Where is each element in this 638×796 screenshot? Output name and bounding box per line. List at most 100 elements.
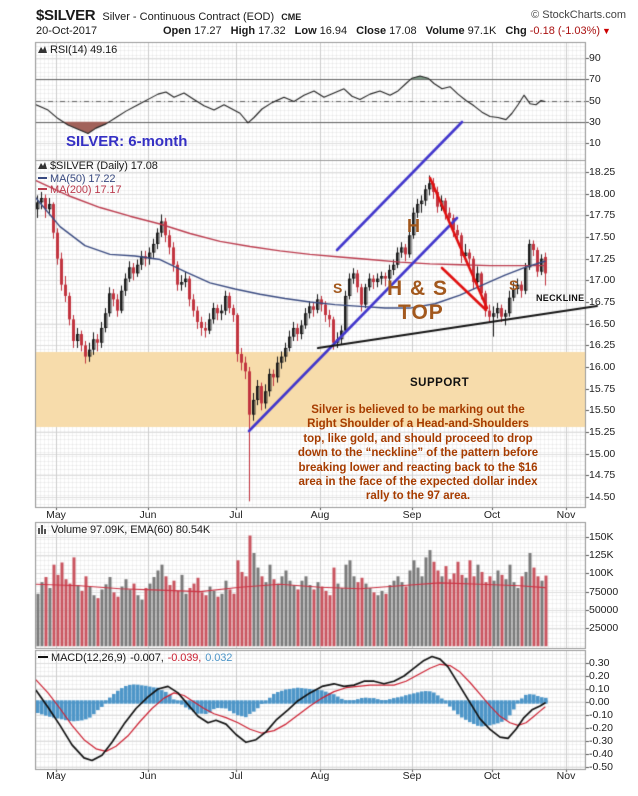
main-legend-title-row: $SILVER (Daily) 17.08	[38, 160, 158, 174]
rsi-axis-tick: 50	[589, 95, 601, 107]
rsi-axis-tick: 70	[589, 73, 601, 85]
month-label: Sep	[402, 770, 422, 782]
down-triangle-icon: ▼	[602, 26, 611, 36]
exchange: CME	[281, 12, 302, 22]
volume-axis-tick: 150K	[589, 531, 614, 543]
main-legend: $SILVER (Daily) 17.08 MA(50) 17.22 MA(20…	[38, 160, 158, 197]
annotation-head: H	[407, 216, 420, 236]
month-label: Oct	[483, 770, 501, 782]
main-legend-title: $SILVER (Daily) 17.08	[50, 160, 158, 172]
high-label: High	[230, 25, 256, 37]
macd-signal-value: -0.039,	[167, 652, 202, 664]
volume-axis-tick: 75000	[589, 586, 619, 598]
volume-bars-icon	[38, 525, 48, 537]
commentary-line: rally to the 97 area.	[365, 490, 471, 503]
month-label: Nov	[556, 509, 576, 521]
indicator-icon	[38, 45, 47, 57]
volume-label: Volume	[425, 25, 465, 37]
ma50-line-swatch	[38, 176, 47, 179]
main-axis-tick: 15.00	[589, 448, 616, 460]
main-axis-tick: 15.50	[589, 404, 616, 416]
macd-axis-tick: -0.30	[589, 735, 613, 747]
macd-axis-tick: 0.30	[589, 657, 610, 669]
ma50-legend-text: MA(50) 17.22	[50, 172, 116, 185]
main-axis-tick: 18.00	[589, 188, 616, 200]
macd-axis-tick: 0.00	[589, 696, 610, 708]
month-label: Jul	[229, 509, 243, 521]
commentary-line: area in the face of the expected dollar …	[298, 476, 538, 489]
volume-legend-text: Volume 97.09K, EMA(60) 80.54K	[51, 524, 211, 536]
symbol: $SILVER	[36, 7, 96, 24]
commentary-line: breaking lower and reacting back to the …	[298, 461, 538, 474]
close-label: Close	[356, 25, 387, 37]
volume-axis-tick: 50000	[589, 604, 619, 616]
month-label: Aug	[310, 770, 330, 782]
month-label: Sep	[402, 509, 422, 521]
rsi-axis-tick: 30	[589, 116, 601, 128]
main-axis-tick: 17.75	[589, 209, 616, 221]
annotation-top: TOP	[398, 301, 444, 324]
rsi-legend: RSI(14) 49.16	[38, 44, 117, 57]
commentary-line: top, like gold, and should proceed to dr…	[303, 432, 533, 445]
main-axis-tick: 17.25	[589, 253, 616, 265]
annotation-commentary: Silver is believed to be marking out the…	[230, 403, 606, 504]
month-label: Nov	[556, 770, 576, 782]
main-axis-tick: 16.25	[589, 339, 616, 351]
commentary-line: Silver is believed to be marking out the	[311, 404, 525, 416]
rsi-axis-tick: 10	[589, 137, 601, 149]
close-value: 17.08	[389, 25, 417, 37]
macd-axis-tick: -0.20	[589, 722, 613, 734]
month-label: Oct	[483, 509, 501, 521]
open-value: 17.27	[194, 25, 222, 37]
annotation-right-shoulder: S	[509, 277, 519, 293]
commentary-line: down to the “neckline” of the pattern be…	[297, 447, 539, 460]
copyright: © StockCharts.com	[531, 9, 626, 21]
main-axis-tick: 14.75	[589, 469, 616, 481]
chg-label: Chg	[505, 25, 527, 37]
rsi-legend-text: RSI(14) 49.16	[50, 44, 118, 56]
main-axis-tick: 18.25	[589, 166, 616, 178]
main-axis-tick: 14.50	[589, 491, 616, 503]
macd-legend: MACD(12,26,9) -0.007, -0.039, 0.032	[38, 652, 232, 664]
annotation-support: SUPPORT	[410, 377, 470, 389]
high-value: 17.32	[258, 25, 286, 37]
ma200-legend-text: MA(200) 17.17	[50, 184, 122, 196]
volume-axis-tick: 25000	[589, 622, 619, 634]
macd-axis-tick: -0.10	[589, 709, 613, 721]
rsi-axis-tick: 90	[589, 52, 601, 64]
quote-row: 20-Oct-2017 Open 17.27 High 17.32 Low 16.94 Clo…	[36, 25, 611, 37]
volume-axis-tick: 100K	[589, 567, 614, 579]
main-axis-tick: 16.50	[589, 318, 616, 330]
low-value: 16.94	[319, 25, 348, 37]
month-label: May	[46, 509, 66, 521]
annotation-left-shoulder: S	[333, 280, 343, 296]
ma200-legend: MA(200) 17.17	[38, 184, 158, 197]
macd-line-swatch	[38, 656, 48, 658]
month-label: Jun	[139, 770, 157, 782]
macd-axis-tick: -0.40	[589, 748, 613, 760]
month-label: Jul	[229, 770, 243, 782]
main-axis-tick: 17.50	[589, 231, 616, 243]
annotation-hs: H & S	[387, 277, 449, 300]
annotation-chart-title: SILVER: 6-month	[66, 133, 188, 150]
ma200-line-swatch	[38, 188, 47, 190]
header: $SILVER Silver - Continuous Contract (EO…	[36, 7, 301, 24]
macd-hist-value: 0.032	[205, 652, 233, 664]
month-label: May	[46, 770, 66, 782]
volume-axis-tick: 125K	[589, 549, 614, 561]
main-axis-tick: 16.75	[589, 296, 616, 308]
low-label: Low	[294, 25, 317, 37]
commentary-line: Right Shoulder of a Head-and-Shoulders	[307, 418, 529, 431]
main-axis-tick: 15.75	[589, 383, 616, 395]
macd-axis-tick: 0.10	[589, 683, 610, 695]
annotation-neckline: NECKLINE	[536, 293, 585, 303]
symbol-description: Silver - Continuous Contract (EOD)	[102, 11, 275, 23]
month-label: Aug	[310, 509, 330, 521]
main-axis-tick: 15.25	[589, 426, 616, 438]
ma50-legend: MA(50) 17.22	[38, 172, 158, 186]
chart-type-icon	[38, 161, 47, 174]
macd-legend-name: MACD(12,26,9)	[51, 652, 127, 664]
macd-value: -0.007,	[130, 652, 164, 664]
